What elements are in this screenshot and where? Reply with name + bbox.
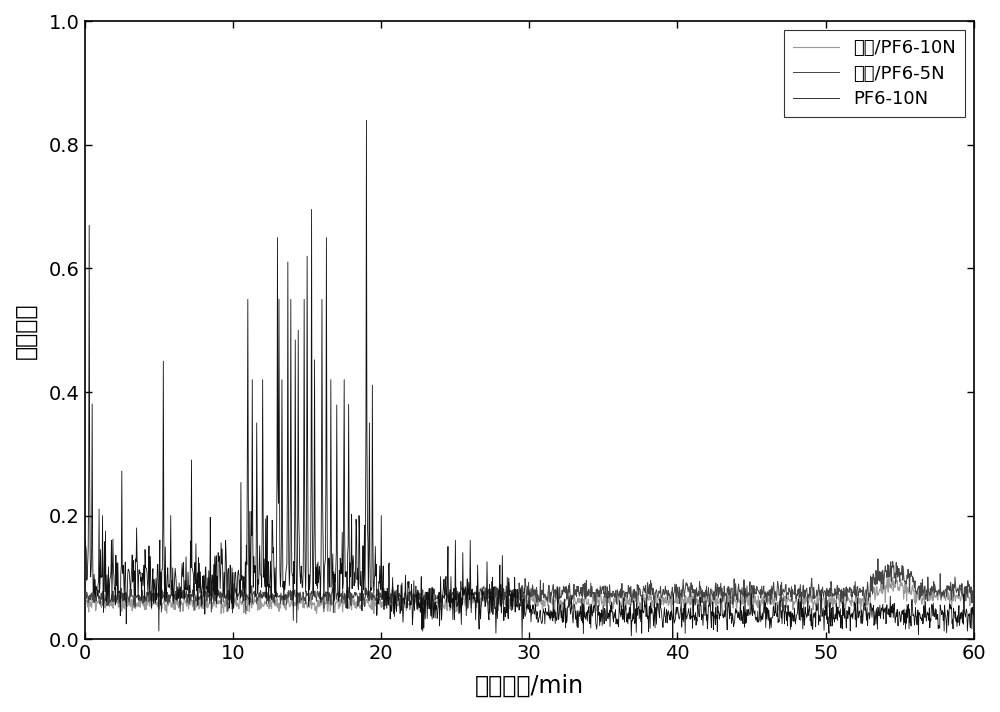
金膜/PF6-5N — [686, 581, 698, 590]
Y-axis label: 摩擦系数: 摩擦系数 — [14, 302, 38, 359]
金膜/PF6-10N — [411, 597, 423, 606]
金膜/PF6-10N — [878, 570, 890, 578]
金膜/PF6-10N — [446, 604, 458, 613]
金膜/PF6-10N — [79, 587, 91, 596]
PF6-10N — [269, 589, 281, 597]
PF6-10N — [516, 635, 528, 644]
金膜/PF6-5N — [130, 592, 142, 600]
Line: 金膜/PF6-5N: 金膜/PF6-5N — [85, 559, 974, 608]
金膜/PF6-5N — [79, 602, 91, 610]
PF6-10N — [130, 555, 142, 563]
金膜/PF6-10N — [686, 598, 698, 607]
金膜/PF6-5N — [412, 593, 424, 602]
金膜/PF6-5N — [340, 604, 352, 612]
金膜/PF6-10N — [269, 600, 281, 608]
Line: 金膜/PF6-10N: 金膜/PF6-10N — [85, 574, 974, 614]
金膜/PF6-10N — [130, 604, 142, 612]
金膜/PF6-10N — [549, 610, 561, 619]
Line: PF6-10N: PF6-10N — [85, 120, 974, 639]
金膜/PF6-10N — [441, 606, 453, 614]
X-axis label: 滑动时间/min: 滑动时间/min — [475, 674, 584, 698]
PF6-10N — [446, 594, 458, 602]
金膜/PF6-10N — [968, 588, 980, 597]
金膜/PF6-5N — [872, 555, 884, 563]
金膜/PF6-5N — [968, 582, 980, 591]
Legend: 金膜/PF6-10N, 金膜/PF6-5N, PF6-10N: 金膜/PF6-10N, 金膜/PF6-5N, PF6-10N — [784, 31, 965, 117]
金膜/PF6-5N — [446, 588, 458, 597]
PF6-10N — [360, 116, 372, 125]
PF6-10N — [687, 624, 699, 632]
PF6-10N — [968, 607, 980, 616]
金膜/PF6-5N — [269, 599, 281, 607]
PF6-10N — [442, 543, 454, 551]
金膜/PF6-5N — [442, 594, 454, 602]
PF6-10N — [79, 566, 91, 575]
PF6-10N — [412, 606, 424, 614]
